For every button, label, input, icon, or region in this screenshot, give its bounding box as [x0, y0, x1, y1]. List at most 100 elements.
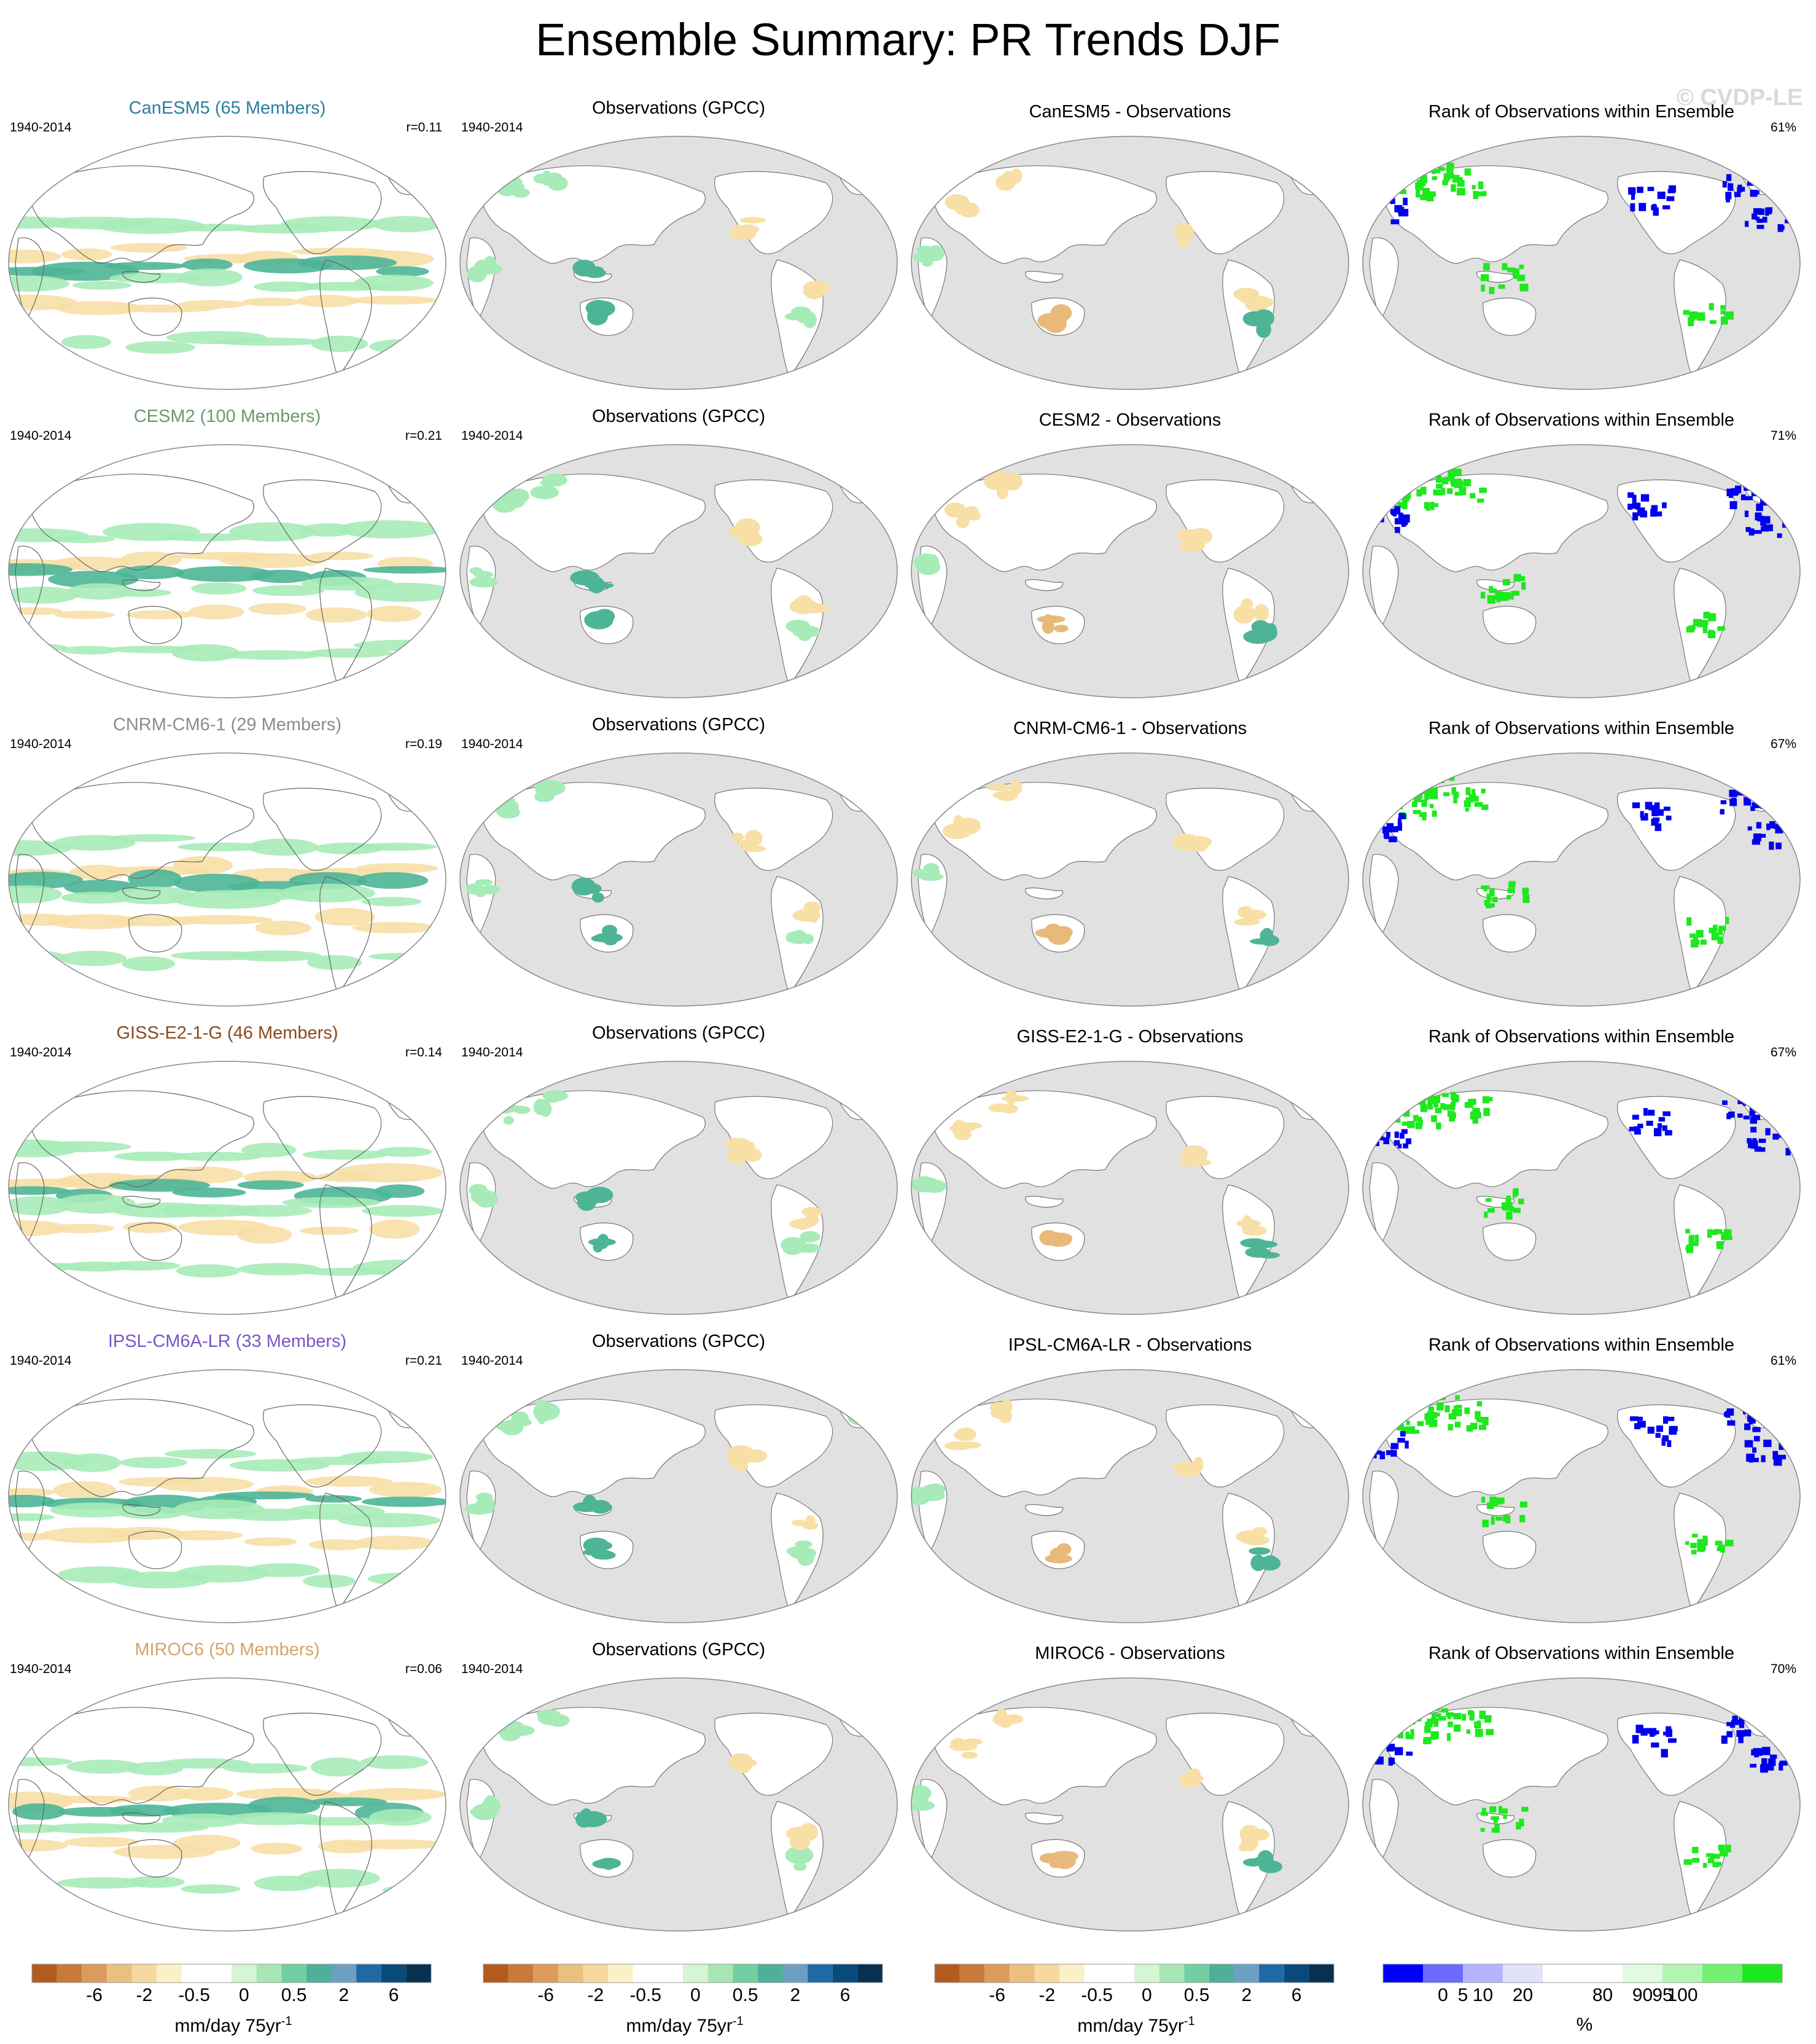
panel-rank-row6: Rank of Observations within Ensemble 70%: [1354, 1639, 1809, 1933]
colorbar-tick-label: 90: [1632, 1985, 1653, 2005]
colorbar-tick-label: -6: [989, 1985, 1005, 2005]
colorbar-swatches: [483, 1964, 883, 1983]
panel-diff-row6: MIROC6 - Observations: [903, 1639, 1357, 1933]
colorbar-swatch: [1034, 1964, 1060, 1983]
colorbar-swatches: [31, 1964, 432, 1983]
colorbar-tick-label: 6: [388, 1985, 399, 2005]
colorbar-swatch: [1503, 1964, 1543, 1983]
panel-title: CanESM5 (65 Members): [128, 98, 326, 118]
panel-title: Observations (GPCC): [591, 1640, 765, 1660]
map-rank: [1362, 752, 1801, 1007]
panel-title: GISS-E2-1-G - Observations: [1016, 1027, 1244, 1047]
map-obs: [459, 1677, 898, 1932]
period-label: 1940-2014: [10, 120, 72, 135]
pattern-correlation: r=0.19: [405, 737, 442, 751]
panel-title: CESM2 (100 Members): [133, 407, 321, 426]
map-obs: [459, 1061, 898, 1315]
colorbar-swatch: [959, 1964, 985, 1983]
map-diff: [911, 1677, 1349, 1932]
colorbar-unit: mm/day 75yr-1: [31, 2015, 436, 2037]
colorbar-swatch: [1583, 1964, 1623, 1983]
pattern-correlation: r=0.06: [405, 1662, 442, 1676]
colorbar-swatch: [508, 1964, 534, 1983]
colorbar-tick-label: 80: [1592, 1985, 1613, 2005]
colorbar-swatch: [707, 1964, 733, 1983]
colorbar-tick-label: -0.5: [1081, 1985, 1113, 2005]
colorbar-tick-label: -0.5: [178, 1985, 210, 2005]
panel-title: Observations (GPCC): [591, 407, 765, 426]
colorbar-swatch: [106, 1964, 132, 1983]
rank-percent: 71%: [1770, 429, 1796, 443]
colorbar-swatch: [356, 1964, 381, 1983]
colorbar-swatch: [157, 1964, 182, 1983]
panel-model-row1: CanESM5 (65 Members) 1940-2014 r=0.11: [0, 97, 454, 392]
colorbar-swatch: [1184, 1964, 1209, 1983]
panel-title: Rank of Observations within Ensemble: [1428, 1027, 1735, 1047]
colorbar-trend: -6 -2 -0.5 0 0.5 2 6 mm/day 75yr-1: [933, 1963, 1339, 2037]
pattern-correlation: r=0.11: [406, 120, 442, 135]
colorbar-unit-exponent: -1: [1183, 2015, 1195, 2028]
colorbar-tick-label: 10: [1472, 1985, 1494, 2005]
colorbar-trend: -6 -2 -0.5 0 0.5 2 6 mm/day 75yr-1: [31, 1963, 436, 2037]
period-label: 1940-2014: [461, 429, 523, 443]
panel-model-row3: CNRM-CM6-1 (29 Members) 1940-2014 r=0.19: [0, 714, 454, 1008]
colorbar-unit: mm/day 75yr-1: [482, 2015, 887, 2037]
colorbar-swatch: [1159, 1964, 1185, 1983]
map-rank: [1362, 1061, 1801, 1315]
map-diff: [911, 1061, 1349, 1315]
colorbar-swatch: [583, 1964, 609, 1983]
colorbar-swatch: [1742, 1964, 1782, 1983]
colorbar-tick-label: 2: [338, 1985, 349, 2005]
colorbar-swatch: [1109, 1964, 1134, 1983]
colorbar-swatch: [483, 1964, 509, 1983]
colorbar-tick-label: 0: [690, 1985, 701, 2005]
panel-rank-row1: Rank of Observations within Ensemble 61%: [1354, 97, 1809, 392]
rank-percent: 67%: [1770, 737, 1796, 751]
panel-title: Observations (GPCC): [591, 98, 765, 118]
panel-rank-row2: Rank of Observations within Ensemble 71%: [1354, 405, 1809, 700]
colorbar-swatch: [935, 1964, 960, 1983]
colorbar-swatch: [1009, 1964, 1035, 1983]
map-rank: [1362, 136, 1801, 390]
map-obs: [459, 136, 898, 390]
colorbar-trend: -6 -2 -0.5 0 0.5 2 6 mm/day 75yr-1: [482, 1963, 887, 2037]
colorbar-tick-label: 0.5: [1183, 1985, 1210, 2005]
map-model: [8, 1677, 446, 1932]
panel-obs-row5: Observations (GPCC) 1940-2014: [451, 1330, 906, 1625]
colorbar-swatch: [1284, 1964, 1309, 1983]
colorbar-swatch: [1623, 1964, 1662, 1983]
colorbar-swatch: [808, 1964, 833, 1983]
map-diff: [911, 1369, 1349, 1623]
panel-title: Observations (GPCC): [591, 715, 765, 735]
colorbar-swatch: [206, 1964, 232, 1983]
period-label: 1940-2014: [461, 1354, 523, 1368]
colorbar-swatch: [608, 1964, 633, 1983]
panel-diff-row5: IPSL-CM6A-LR - Observations: [903, 1330, 1357, 1625]
colorbar-unit-text: %: [1576, 2015, 1593, 2035]
map-rank: [1362, 1677, 1801, 1932]
colorbar-swatch: [82, 1964, 107, 1983]
panel-title: Rank of Observations within Ensemble: [1428, 410, 1735, 430]
colorbar-swatch: [1234, 1964, 1260, 1983]
colorbar-unit: mm/day 75yr-1: [933, 2015, 1339, 2037]
colorbar-swatch: [331, 1964, 357, 1983]
map-diff: [911, 444, 1349, 698]
panel-title: Rank of Observations within Ensemble: [1428, 1335, 1735, 1355]
colorbar-tick-label: 0: [1141, 1985, 1152, 2005]
colorbar-swatch: [57, 1964, 82, 1983]
colorbar-tick-label: 2: [1241, 1985, 1252, 2005]
map-model: [8, 444, 446, 698]
colorbar-swatch: [381, 1964, 407, 1983]
colorbar-swatch: [1543, 1964, 1583, 1983]
panel-title: MIROC6 - Observations: [1035, 1644, 1225, 1663]
map-rank: [1362, 1369, 1801, 1623]
panel-title: CNRM-CM6-1 - Observations: [1013, 719, 1247, 738]
map-model: [8, 752, 446, 1007]
map-diff: [911, 752, 1349, 1007]
panel-rank-row4: Rank of Observations within Ensemble 67%: [1354, 1022, 1809, 1317]
panel-diff-row4: GISS-E2-1-G - Observations: [903, 1022, 1357, 1317]
panel-title: Rank of Observations within Ensemble: [1428, 102, 1735, 122]
panel-obs-row4: Observations (GPCC) 1940-2014: [451, 1022, 906, 1317]
colorbar-unit-text: mm/day 75yr: [626, 2016, 733, 2036]
colorbar-swatch: [32, 1964, 57, 1983]
